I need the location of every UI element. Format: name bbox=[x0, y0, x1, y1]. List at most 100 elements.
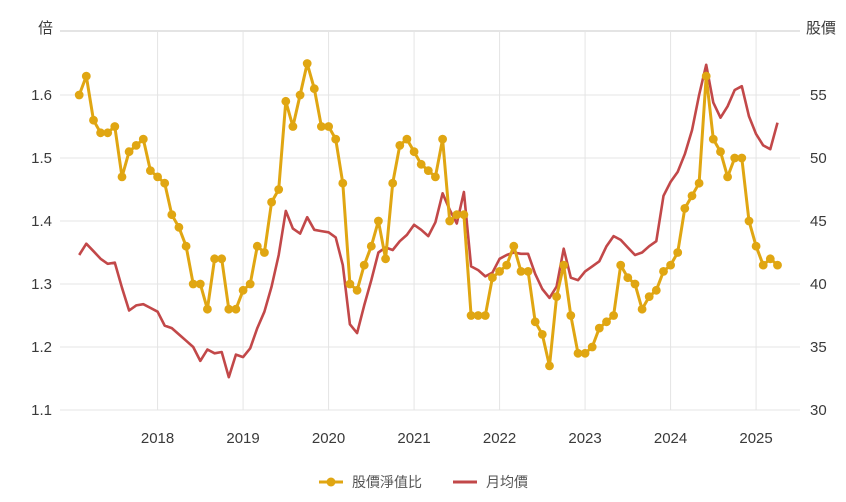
right-tick-label: 50 bbox=[810, 150, 827, 167]
x-axis-year-labels: 2018 2019 2020 2021 2022 2023 2024 2025 bbox=[141, 430, 773, 447]
year-label: 2020 bbox=[312, 430, 345, 447]
pb-data-point bbox=[594, 323, 604, 333]
left-axis-ticks: 1.6 1.5 1.4 1.3 1.2 1.1 bbox=[31, 87, 52, 419]
pb-data-point bbox=[730, 153, 740, 163]
pb-data-point bbox=[195, 279, 205, 289]
pb-data-point bbox=[366, 241, 376, 251]
pb-data-point bbox=[737, 153, 747, 163]
legend-item-pb-ratio[interactable]: 股價淨值比 bbox=[318, 472, 422, 492]
pb-data-point bbox=[217, 254, 227, 264]
pb-data-point bbox=[331, 134, 341, 144]
pb-data-point bbox=[587, 342, 597, 352]
pb-data-point bbox=[488, 273, 497, 283]
pb-data-point bbox=[352, 285, 362, 295]
pb-data-point bbox=[388, 178, 398, 188]
pb-data-point bbox=[466, 311, 476, 320]
pb-data-point bbox=[359, 260, 369, 270]
legend-item-monthly-avg-price[interactable]: 月均價 bbox=[452, 472, 528, 492]
pb-data-point bbox=[96, 128, 105, 138]
pb-series-line-dot-icon bbox=[319, 477, 343, 487]
pb-data-point bbox=[252, 241, 262, 251]
pb-data-point bbox=[644, 292, 654, 301]
pb-data-point bbox=[374, 216, 383, 226]
pb-data-point bbox=[602, 317, 611, 327]
pb-data-point bbox=[89, 115, 98, 125]
pb-data-point bbox=[708, 134, 718, 144]
pb-data-point bbox=[701, 71, 711, 81]
price-series-line-icon bbox=[453, 480, 477, 484]
pb-data-point bbox=[260, 248, 269, 257]
pb-data-point bbox=[74, 90, 84, 100]
right-axis-ticks: 55 50 45 40 35 30 bbox=[810, 87, 827, 419]
left-tick-label: 1.3 bbox=[31, 276, 52, 293]
pb-data-point bbox=[666, 260, 675, 270]
pb-data-point bbox=[480, 311, 490, 320]
gridlines bbox=[60, 30, 800, 411]
pb-data-point bbox=[673, 248, 683, 257]
pb-data-point bbox=[552, 292, 561, 301]
pb-data-point bbox=[473, 311, 483, 320]
pb-data-point bbox=[452, 210, 462, 220]
pb-series-markers bbox=[74, 59, 782, 371]
pb-data-point bbox=[630, 279, 640, 289]
left-tick-label: 1.2 bbox=[31, 339, 52, 356]
left-tick-label: 1.4 bbox=[31, 213, 52, 230]
left-tick-label: 1.1 bbox=[31, 402, 52, 419]
pb-data-point bbox=[295, 90, 305, 100]
pb-data-point bbox=[309, 84, 319, 94]
price-series-line bbox=[78, 63, 779, 379]
pb-data-point bbox=[167, 210, 177, 220]
pb-data-point bbox=[203, 304, 212, 314]
right-tick-label: 35 bbox=[810, 339, 827, 356]
pb-data-point bbox=[445, 216, 455, 226]
year-label: 2019 bbox=[226, 430, 259, 447]
pb-data-point bbox=[324, 122, 333, 131]
pb-data-point bbox=[651, 285, 661, 295]
pb-data-point bbox=[559, 260, 569, 270]
legend-label-pb-ratio: 股價淨值比 bbox=[352, 474, 422, 490]
pb-data-point bbox=[146, 166, 155, 176]
pb-data-point bbox=[680, 204, 690, 213]
right-axis-unit-label: 股價 bbox=[806, 20, 836, 37]
left-axis-unit-label: 倍 bbox=[38, 20, 53, 37]
pb-data-point bbox=[302, 59, 312, 68]
pb-data-point bbox=[416, 159, 426, 169]
pb-data-point bbox=[138, 134, 148, 144]
pb-data-point bbox=[687, 191, 697, 201]
year-label: 2021 bbox=[397, 430, 430, 447]
legend-label-monthly-avg-price: 月均價 bbox=[486, 474, 528, 490]
pb-data-point bbox=[723, 172, 732, 182]
pb-data-point bbox=[509, 241, 519, 251]
pb-data-point bbox=[281, 96, 291, 106]
pb-data-point bbox=[637, 304, 647, 314]
pb-data-point bbox=[694, 178, 704, 188]
pb-data-point bbox=[580, 348, 590, 358]
pb-data-point bbox=[345, 279, 355, 289]
pb-data-point bbox=[238, 285, 248, 295]
pb-data-point bbox=[459, 210, 469, 220]
chart-legend: 股價淨值比 月均價 bbox=[0, 472, 846, 492]
pb-data-point bbox=[409, 147, 419, 157]
pb-data-point bbox=[288, 122, 298, 131]
pb-data-point bbox=[124, 147, 134, 157]
pb-data-point bbox=[117, 172, 127, 182]
right-tick-label: 30 bbox=[810, 402, 827, 419]
pb-data-point bbox=[765, 254, 775, 264]
pb-data-point bbox=[267, 197, 276, 207]
pb-data-point bbox=[623, 273, 633, 283]
year-label: 2022 bbox=[483, 430, 516, 447]
pb-data-point bbox=[395, 141, 405, 150]
pb-data-point bbox=[530, 317, 540, 327]
pb-data-point bbox=[231, 304, 241, 314]
pb-data-point bbox=[573, 348, 583, 358]
pb-data-point bbox=[181, 241, 191, 251]
pb-data-point bbox=[153, 172, 163, 182]
pb-data-point bbox=[431, 172, 440, 182]
pb-data-point bbox=[402, 134, 412, 144]
right-tick-label: 45 bbox=[810, 213, 827, 230]
right-tick-label: 55 bbox=[810, 87, 827, 104]
pb-data-point bbox=[545, 361, 554, 371]
pb-data-point bbox=[537, 330, 547, 339]
pb-data-point bbox=[758, 260, 768, 270]
